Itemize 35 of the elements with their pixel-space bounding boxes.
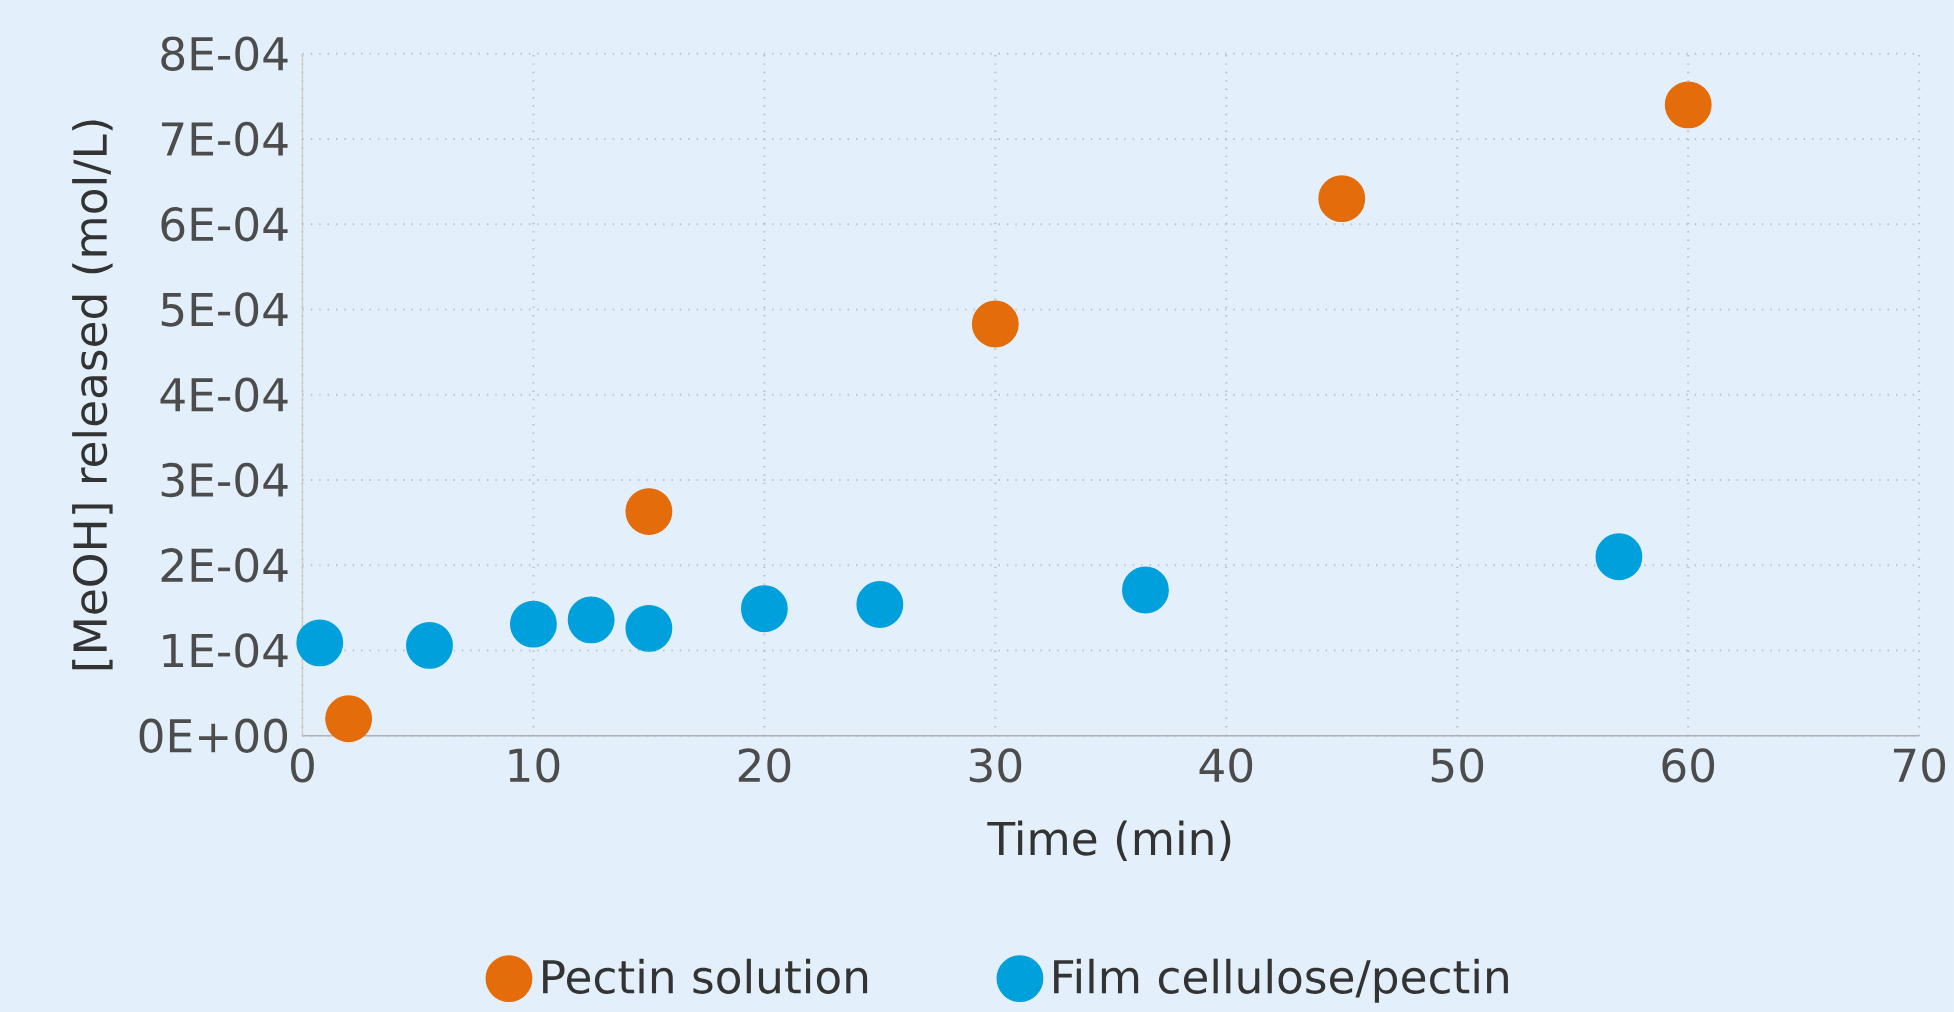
x-tick-label: 10 [509, 748, 560, 783]
legend-label: Film cellulose/pectin [1054, 958, 1508, 1003]
point [971, 300, 1019, 348]
x-tick-label: 70 [1893, 748, 1946, 783]
y-tick-label: 0E+00 [139, 718, 288, 753]
y-tick-label: 6E-04 [161, 206, 288, 242]
y-tick-label: 5E-04 [161, 292, 288, 327]
y-tick-label: 1E-04 [163, 633, 288, 668]
point [296, 619, 344, 667]
x-tick-label: 50 [1431, 748, 1484, 783]
point [1318, 175, 1366, 222]
point [1122, 566, 1169, 614]
point [509, 600, 557, 648]
x-tick-label: 20 [738, 748, 791, 783]
y-tick-label: 4E-04 [160, 377, 288, 412]
x-tick-label: 30 [969, 748, 1022, 783]
point [1595, 533, 1643, 581]
point [740, 585, 788, 633]
point [567, 596, 615, 644]
x-tick-label: 60 [1662, 748, 1715, 783]
point [406, 621, 453, 669]
point [1664, 81, 1712, 129]
y-tick-label: 7E-04 [162, 121, 288, 157]
x-tick-label: 0 [291, 748, 314, 783]
point [625, 604, 673, 652]
legend-label: Pectin solution [543, 958, 868, 994]
y-tick-label: 2E-04 [161, 548, 288, 583]
y-tick-label: 3E-04 [161, 462, 288, 498]
x-axis-title: Time (min) [987, 820, 1231, 861]
point [625, 488, 673, 535]
point [325, 695, 373, 743]
y-axis-title: [MeOH] released (mol/L) [72, 120, 113, 670]
point [856, 580, 904, 628]
x-tick-label: 40 [1199, 748, 1253, 783]
y-tick-label: 8E-04 [161, 36, 288, 71]
